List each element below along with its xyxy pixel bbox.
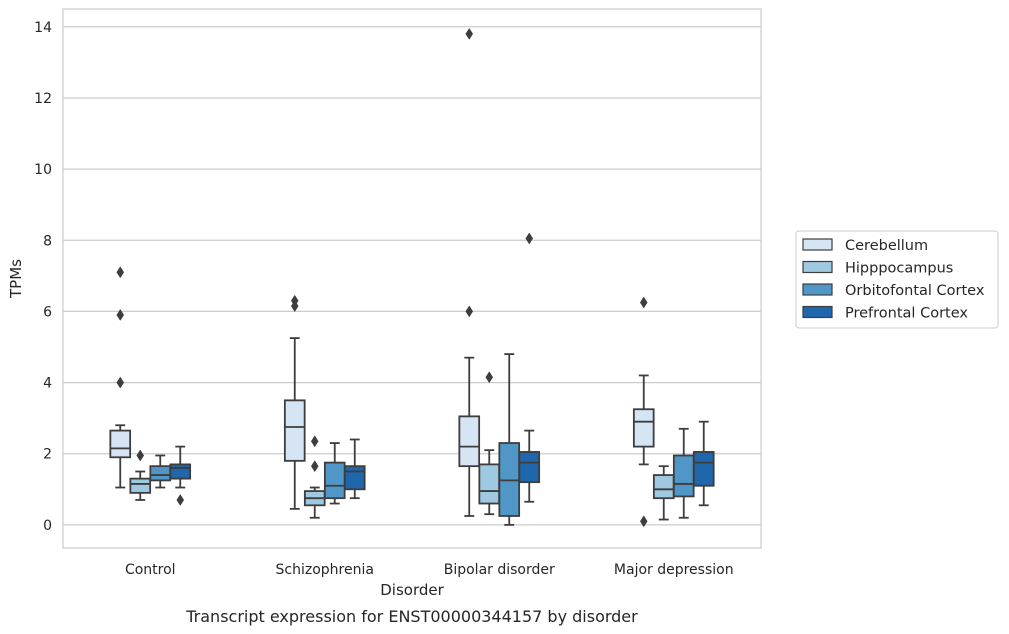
box-1-3 xyxy=(652,465,675,521)
x-axis-title: Disorder xyxy=(380,581,444,599)
legend-swatch xyxy=(802,305,833,319)
outlier-point xyxy=(485,371,494,384)
outlier-point xyxy=(116,376,125,389)
box-body xyxy=(652,474,675,500)
box-3-0 xyxy=(169,445,192,506)
box-3-1 xyxy=(343,438,366,500)
outlier-point xyxy=(525,232,534,245)
legend-label: Hipppocampus xyxy=(845,261,953,277)
box-body xyxy=(672,454,695,498)
plot-frame xyxy=(62,8,762,549)
legend-swatch xyxy=(802,260,833,274)
box-2-2 xyxy=(498,353,521,526)
chart-caption: Transcript expression for ENST0000034415… xyxy=(185,607,638,626)
box-body xyxy=(109,429,132,459)
box-0-0 xyxy=(109,266,132,489)
y-tick-label: 8 xyxy=(43,233,52,249)
box-0-1 xyxy=(283,294,306,510)
y-tick-label: 14 xyxy=(34,20,52,36)
outlier-point xyxy=(310,435,319,448)
box-body xyxy=(632,408,655,448)
box-body xyxy=(169,463,192,480)
box-2-0 xyxy=(149,454,172,489)
legend-label: Cerebellum xyxy=(845,238,928,254)
grid-lines xyxy=(63,26,761,526)
box-3-2 xyxy=(518,232,541,503)
box-1-1 xyxy=(303,435,326,519)
x-tick-label: Major depression xyxy=(614,562,734,578)
box-body xyxy=(458,415,481,468)
y-tick-label: 6 xyxy=(43,304,52,320)
box-body xyxy=(692,451,715,487)
box-2-1 xyxy=(323,442,346,505)
legend-frame xyxy=(795,230,999,329)
box-body xyxy=(283,399,306,462)
outlier-point xyxy=(465,27,474,40)
box-0-2 xyxy=(458,27,481,517)
box-body xyxy=(518,451,541,484)
outlier-point xyxy=(639,515,648,528)
x-tick-label: Control xyxy=(125,562,176,578)
box-body xyxy=(343,465,366,491)
y-tick-label: 0 xyxy=(43,518,52,534)
x-tick-labels: Control Schizophrenia Bipolar disorder Majo… xyxy=(125,562,734,578)
y-axis-title: TPMs xyxy=(7,259,25,299)
y-tick-label: 4 xyxy=(43,376,52,392)
y-tick-labels: 0 2 4 6 8 10 12 14 xyxy=(34,20,52,534)
box-0-3 xyxy=(632,296,655,528)
y-tick-label: 12 xyxy=(34,91,52,107)
box-3-3 xyxy=(692,420,715,507)
legend-swatch xyxy=(802,283,833,296)
x-tick-label: Bipolar disorder xyxy=(444,562,555,578)
outlier-point xyxy=(290,300,299,313)
box-body xyxy=(149,465,172,482)
box-1-0 xyxy=(129,449,152,501)
x-tick-label: Schizophrenia xyxy=(276,562,374,578)
legend-swatch xyxy=(802,238,833,251)
outlier-point xyxy=(310,460,319,473)
outlier-point xyxy=(639,296,648,309)
legend-label: Prefrontal Cortex xyxy=(845,306,968,322)
box-2-3 xyxy=(672,427,695,519)
boxplot-marks xyxy=(109,27,715,528)
y-tick-label: 10 xyxy=(34,162,52,178)
outlier-point xyxy=(465,305,474,318)
box-body xyxy=(478,463,501,505)
box-body xyxy=(129,477,152,494)
outlier-point xyxy=(176,494,185,506)
outlier-point xyxy=(116,266,125,279)
legend-label: Orbitofontal Cortex xyxy=(845,283,985,299)
outlier-point xyxy=(116,309,125,321)
legend: Cerebellum Hipppocampus Orbitofontal Corte… xyxy=(795,230,999,329)
box-body xyxy=(323,461,346,500)
y-tick-label: 2 xyxy=(43,447,52,463)
outlier-point xyxy=(136,449,145,462)
box-1-2 xyxy=(478,371,501,516)
